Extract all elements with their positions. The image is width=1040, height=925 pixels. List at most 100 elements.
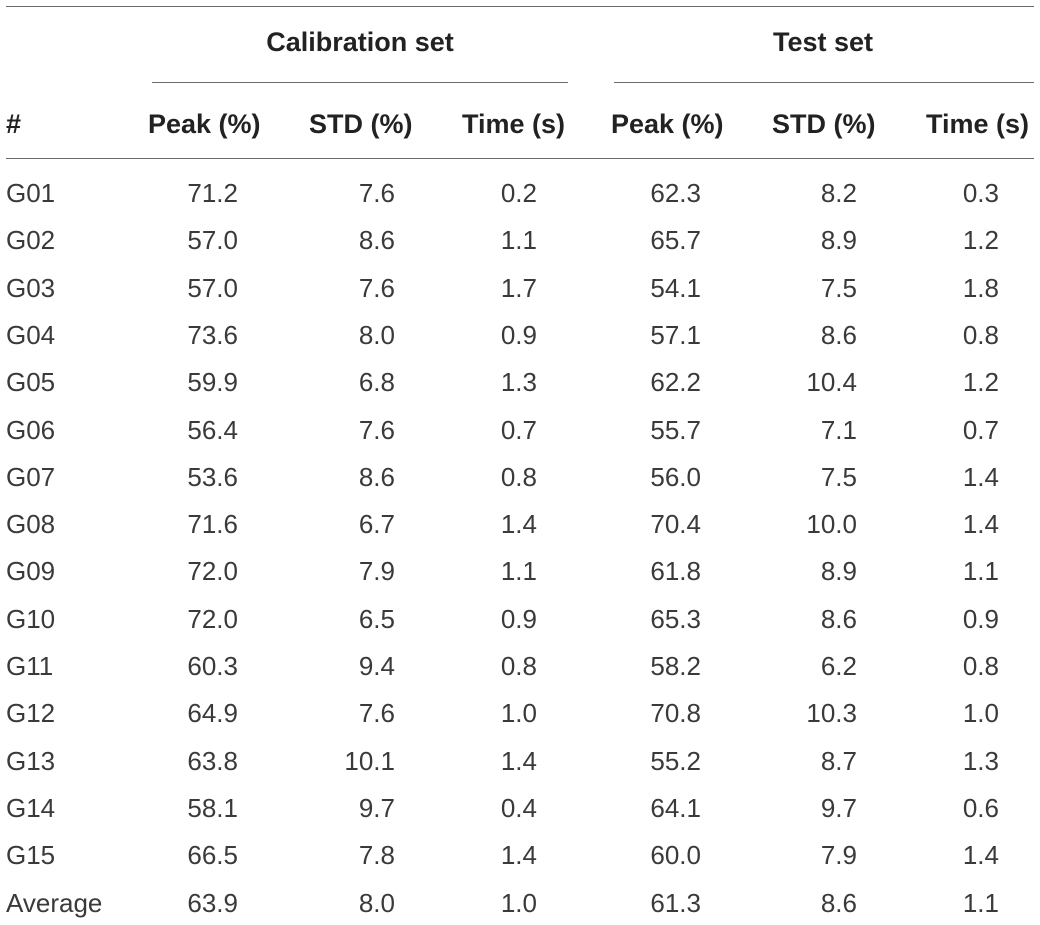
- cell-cal-time: 1.3: [500, 367, 537, 398]
- cell-test-std: 7.5: [820, 461, 857, 492]
- cell-cal-time: 1.4: [500, 840, 537, 871]
- cell-test-time: 0.7: [962, 414, 999, 445]
- cell-test-peak: 61.8: [650, 556, 701, 587]
- cell-cal-std: 7.6: [358, 272, 395, 303]
- cell-row-label: Average: [6, 887, 103, 918]
- cell-cal-std: 10.1: [344, 745, 395, 776]
- cell-test-std: 8.2: [820, 178, 857, 208]
- column-header-cal-time: Time (s): [462, 109, 566, 139]
- cell-cal-std: 7.6: [358, 414, 395, 445]
- cell-row-label: G04: [6, 319, 56, 350]
- cell-row-label: G10: [6, 603, 56, 634]
- cell-test-std: 7.9: [820, 840, 857, 871]
- cell-test-std: 9.7: [820, 792, 857, 823]
- cell-cal-std: 6.7: [358, 509, 395, 540]
- test-group-rule: [614, 82, 1034, 83]
- cell-cal-time: 1.7: [500, 272, 537, 303]
- cell-cal-time: 1.4: [500, 745, 537, 776]
- cell-cal-peak: 57.0: [187, 272, 238, 303]
- cell-cal-time: 0.8: [500, 651, 537, 681]
- cell-cal-peak: 63.8: [187, 745, 238, 776]
- cell-test-peak: 58.2: [650, 651, 701, 681]
- cell-cal-peak: 66.5: [187, 840, 238, 871]
- cell-test-std: 10.0: [806, 509, 857, 540]
- cell-test-time: 1.0: [962, 698, 999, 729]
- cell-test-peak: 57.1: [650, 319, 701, 350]
- cell-cal-peak: 71.6: [187, 509, 238, 540]
- cell-cal-time: 1.4: [500, 509, 537, 540]
- cell-test-peak: 56.0: [650, 461, 701, 492]
- column-header-test-std: STD (%): [772, 109, 876, 139]
- cell-cal-peak: 60.3: [187, 651, 238, 681]
- cell-cal-peak: 58.1: [187, 792, 238, 823]
- cell-cal-peak: 53.6: [187, 461, 238, 492]
- cell-cal-std: 8.6: [358, 461, 395, 492]
- cell-row-label: G05: [6, 367, 56, 398]
- cell-test-time: 1.2: [962, 367, 999, 398]
- cell-test-peak: 64.1: [650, 792, 701, 823]
- cell-test-peak: 55.2: [650, 745, 701, 776]
- cell-test-time: 0.6: [962, 792, 999, 823]
- calibration-set-header: Calibration set: [266, 27, 454, 57]
- cell-row-label: G12: [6, 698, 56, 729]
- cell-cal-std: 6.8: [358, 367, 395, 398]
- cell-test-peak: 65.3: [650, 603, 701, 634]
- cell-cal-std: 6.5: [358, 603, 395, 634]
- cell-cal-time: 1.0: [500, 887, 537, 918]
- cell-test-std: 10.3: [806, 698, 857, 729]
- cell-test-time: 1.3: [962, 745, 999, 776]
- cell-cal-time: 0.7: [500, 414, 537, 445]
- cell-test-peak: 70.8: [650, 698, 701, 729]
- cell-test-time: 1.4: [962, 509, 999, 540]
- cell-cal-std: 7.8: [358, 840, 395, 871]
- cell-test-std: 6.2: [820, 651, 857, 681]
- cell-row-label: G03: [6, 272, 56, 303]
- cell-cal-std: 7.9: [358, 556, 395, 587]
- cell-cal-time: 0.9: [500, 603, 537, 634]
- cell-cal-time: 0.2: [500, 178, 537, 208]
- cell-test-time: 0.3: [962, 178, 999, 208]
- test-set-header: Test set: [772, 27, 874, 57]
- column-header-cal-std: STD (%): [309, 109, 413, 139]
- cell-row-label: G06: [6, 414, 56, 445]
- cell-test-peak: 54.1: [650, 272, 701, 303]
- cell-cal-std: 7.6: [358, 178, 395, 208]
- cell-test-time: 1.8: [962, 272, 999, 303]
- cell-cal-time: 0.8: [500, 461, 537, 492]
- cell-cal-peak: 73.6: [187, 319, 238, 350]
- cell-row-label: G08: [6, 509, 56, 540]
- cell-cal-peak: 56.4: [187, 414, 238, 445]
- cell-test-time: 0.8: [962, 651, 999, 681]
- cell-test-std: 7.5: [820, 272, 857, 303]
- cell-row-label: G11: [6, 651, 54, 681]
- header-rule: [6, 158, 1034, 159]
- top-rule: [6, 6, 1034, 7]
- cell-test-time: 1.1: [962, 556, 999, 587]
- cell-test-std: 10.4: [806, 367, 857, 398]
- cell-test-std: 7.1: [820, 414, 857, 445]
- cell-test-peak: 62.2: [650, 367, 701, 398]
- cell-cal-std: 8.6: [358, 225, 395, 256]
- column-header-cal-peak: Peak (%): [148, 109, 261, 139]
- cell-cal-std: 7.6: [358, 698, 395, 729]
- column-header-test-peak: Peak (%): [611, 109, 724, 139]
- cell-test-peak: 60.0: [650, 840, 701, 871]
- cell-cal-time: 0.9: [500, 319, 537, 350]
- cell-cal-peak: 64.9: [187, 698, 238, 729]
- cell-row-label: G13: [6, 745, 56, 776]
- cell-row-label: G01: [6, 178, 56, 208]
- cell-test-peak: 70.4: [650, 509, 701, 540]
- cell-row-label: G07: [6, 461, 56, 492]
- calibration-group-rule: [152, 82, 568, 83]
- cell-cal-peak: 72.0: [187, 603, 238, 634]
- cell-row-label: G14: [6, 792, 56, 823]
- cell-row-label: G15: [6, 840, 56, 871]
- cell-cal-peak: 72.0: [187, 556, 238, 587]
- cell-cal-std: 8.0: [358, 319, 395, 350]
- cell-row-label: G09: [6, 556, 56, 587]
- column-header-id: #: [6, 109, 22, 139]
- cell-cal-peak: 63.9: [187, 887, 238, 918]
- cell-cal-peak: 59.9: [187, 367, 238, 398]
- cell-test-time: 0.8: [962, 319, 999, 350]
- cell-test-peak: 61.3: [650, 887, 701, 918]
